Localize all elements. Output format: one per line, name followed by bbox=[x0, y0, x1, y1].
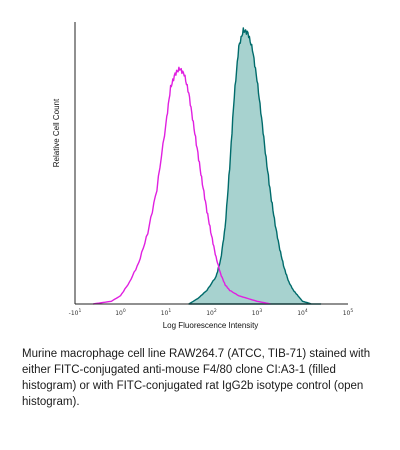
x-tick-label: -101 bbox=[69, 308, 82, 317]
x-tick-layer: -101 100 101 102 103 104 105 bbox=[69, 308, 354, 317]
x-tick-label: 103 bbox=[252, 308, 263, 317]
x-tick-label: 104 bbox=[297, 308, 308, 317]
figure-caption: Murine macrophage cell line RAW264.7 (AT… bbox=[22, 348, 371, 408]
filled-histogram bbox=[188, 27, 322, 305]
open-histogram bbox=[93, 66, 271, 305]
x-axis-label: Log Fluorescence Intensity bbox=[163, 321, 259, 330]
x-tick-label: 102 bbox=[206, 308, 217, 317]
histogram-chart: -101 100 101 102 103 104 105 Log Fluorescence … bbox=[52, 22, 354, 330]
y-axis-label: Relative Cell Count bbox=[52, 98, 61, 167]
x-tick-label: 105 bbox=[343, 308, 354, 317]
series-layer bbox=[93, 27, 322, 305]
x-tick-label: 100 bbox=[115, 308, 126, 317]
x-tick-label: 101 bbox=[161, 308, 172, 317]
